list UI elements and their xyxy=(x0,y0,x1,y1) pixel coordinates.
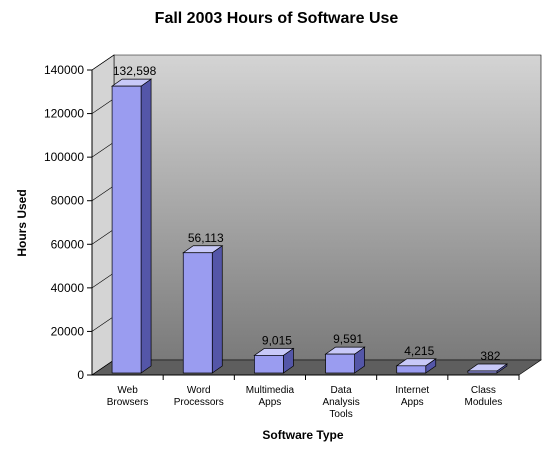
data-label: 382 xyxy=(480,349,500,363)
bar xyxy=(324,346,366,374)
y-tick-depth-line xyxy=(91,54,115,71)
chart-title: Fall 2003 Hours of Software Use xyxy=(154,10,399,27)
bar-front xyxy=(111,85,142,374)
data-label: 9,015 xyxy=(262,333,292,347)
x-tick-label-line: Word xyxy=(187,385,211,396)
y-tick-depth-line xyxy=(91,185,115,201)
y-tick-label: 120000 xyxy=(44,107,84,121)
data-label: 56,113 xyxy=(188,231,224,245)
bar-front xyxy=(325,353,355,374)
x-tick-label: Word Processors xyxy=(174,385,224,408)
x-tick-label-line: Apps xyxy=(401,397,424,408)
y-tick-label: 100000 xyxy=(44,150,84,164)
y-tick-depth-line xyxy=(91,98,115,114)
x-tick-label: Data Analysis Tools xyxy=(322,385,359,420)
x-tick-label-line: Processors xyxy=(174,397,224,408)
bar-side xyxy=(211,245,223,374)
data-label: 9,591 xyxy=(333,332,363,346)
data-label: 132,598 xyxy=(113,64,157,78)
y-axis-title: Hours Used xyxy=(15,189,29,256)
data-label: 4,215 xyxy=(404,344,434,358)
y-tick-depth-line xyxy=(91,359,115,376)
bar-front xyxy=(182,252,213,374)
bar-side xyxy=(140,78,152,374)
y-tick-label: 40000 xyxy=(51,281,85,295)
bar-front xyxy=(396,365,427,374)
y-tick-depth-line xyxy=(91,141,115,158)
x-tick-label-line: Web xyxy=(117,385,138,396)
x-tick-label-line: Analysis xyxy=(322,397,359,408)
y-tick-label: 60000 xyxy=(51,237,85,251)
bar xyxy=(253,347,295,374)
bar xyxy=(466,363,509,374)
x-tick-label: Web Browsers xyxy=(107,385,149,408)
x-tick-label-line: Internet xyxy=(395,385,429,396)
x-tick-label-line: Modules xyxy=(465,397,503,408)
y-tick-label: 80000 xyxy=(51,194,85,208)
x-tick-label: Class Modules xyxy=(465,385,503,408)
x-tick-label: Internet Apps xyxy=(395,385,429,408)
bar xyxy=(182,245,224,374)
x-axis-title: Software Type xyxy=(262,428,343,442)
y-tick-label: 0 xyxy=(77,368,84,382)
bar xyxy=(110,78,153,374)
back-wall xyxy=(113,54,542,361)
x-tick-label: Multimedia Apps xyxy=(246,385,295,408)
bar xyxy=(395,358,437,374)
x-tick-label-line: Browsers xyxy=(107,397,149,408)
y-tick-depth-line xyxy=(91,272,115,289)
y-tick-label: 140000 xyxy=(44,63,84,77)
x-tick-label-line: Apps xyxy=(259,397,282,408)
y-tick-depth-line xyxy=(91,229,115,245)
bar-front xyxy=(467,370,498,374)
x-tick-label-line: Multimedia xyxy=(246,385,295,396)
x-tick-label-line: Class xyxy=(471,385,496,396)
y-tick-label: 20000 xyxy=(51,324,85,338)
x-tick-label-line: Tools xyxy=(329,409,352,420)
x-tick-label-line: Data xyxy=(331,385,353,396)
side-wall xyxy=(91,54,115,376)
bar-front xyxy=(254,355,284,374)
y-tick-depth-line xyxy=(91,316,115,332)
